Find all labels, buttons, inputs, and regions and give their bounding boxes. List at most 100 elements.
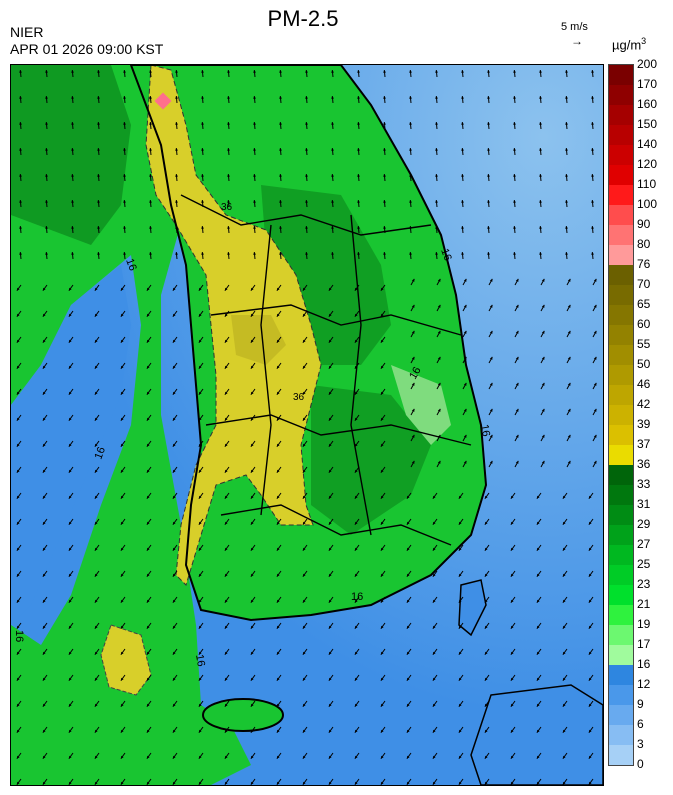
- wind-arrowhead-icon: [172, 599, 176, 603]
- wind-arrowhead-icon: [276, 417, 280, 421]
- wind-arrowhead-icon: [380, 521, 384, 525]
- wind-arrowhead-icon: [541, 408, 545, 412]
- wind-arrowhead-icon: [562, 599, 566, 603]
- wind-arrowhead-icon: [198, 417, 202, 421]
- wind-arrowhead-icon: [224, 365, 228, 369]
- wind-arrowhead-icon: [406, 755, 410, 759]
- wind-arrowhead-icon: [562, 547, 566, 551]
- wind-arrowhead-icon: [357, 200, 360, 203]
- pm25-map[interactable]: 16 16 16 16 16 16 16 16 36 36: [10, 64, 604, 786]
- wind-arrowhead-icon: [461, 96, 464, 99]
- wind-arrowhead-icon: [562, 651, 566, 655]
- wind-arrowhead-icon: [328, 781, 332, 785]
- wind-arrowhead-icon: [146, 573, 150, 577]
- wind-arrowhead-icon: [435, 174, 438, 177]
- wind-arrowhead-icon: [458, 495, 462, 499]
- wind-arrowhead-icon: [68, 599, 72, 603]
- wind-arrowhead-icon: [536, 599, 540, 603]
- wind-arrowhead-icon: [484, 625, 488, 629]
- wind-arrowhead-icon: [305, 174, 308, 177]
- wind-arrowhead-icon: [328, 417, 332, 421]
- forecast-timestamp: APR 01 2026 09:00 KST: [10, 41, 164, 57]
- wind-arrowhead-icon: [68, 781, 72, 785]
- wind-arrowhead-icon: [458, 599, 462, 603]
- colorbar-tick-label: 100: [637, 197, 658, 211]
- contour-label: 16: [351, 591, 363, 603]
- wind-arrowhead-icon: [354, 755, 358, 759]
- wind-arrowhead-icon: [227, 252, 230, 255]
- wind-arrowhead-icon: [45, 70, 48, 73]
- wind-arrowhead-icon: [227, 122, 230, 125]
- wind-arrowhead-icon: [68, 573, 72, 577]
- wind-arrowhead-icon: [276, 703, 280, 707]
- wind-arrowhead-icon: [565, 174, 568, 177]
- wind-arrowhead-icon: [432, 547, 436, 551]
- wind-arrowhead-icon: [149, 252, 152, 255]
- wind-arrowhead-icon: [484, 495, 488, 499]
- wind-arrowhead-icon: [224, 677, 228, 681]
- wind-arrowhead-icon: [253, 174, 256, 177]
- wind-arrowhead-icon: [302, 703, 306, 707]
- colorbar-swatch: [609, 325, 633, 345]
- wind-arrowhead-icon: [276, 547, 280, 551]
- wind-arrowhead-icon: [45, 226, 48, 229]
- wind-arrowhead-icon: [224, 313, 228, 317]
- colorbar-tick-label: 80: [637, 237, 651, 251]
- colorbar-swatch: [609, 405, 633, 425]
- wind-arrowhead-icon: [354, 625, 358, 629]
- wind-arrowhead-icon: [328, 625, 332, 629]
- wind-arrowhead-icon: [16, 625, 20, 629]
- wind-arrowhead-icon: [94, 287, 98, 291]
- wind-arrowhead-icon: [279, 226, 282, 229]
- wind-arrowhead-icon: [172, 495, 176, 499]
- colorbar-swatch: [609, 585, 633, 605]
- wind-arrowhead-icon: [97, 252, 100, 255]
- wind-arrowhead-icon: [510, 573, 514, 577]
- wind-arrowhead-icon: [201, 70, 204, 73]
- wind-arrowhead-icon: [146, 443, 150, 447]
- colorbar-swatch: [609, 345, 633, 365]
- wind-arrowhead-icon: [489, 382, 493, 386]
- wind-arrowhead-icon: [224, 521, 228, 525]
- wind-arrowhead-icon: [406, 729, 410, 733]
- wind-arrowhead-icon: [42, 521, 46, 525]
- wind-arrowhead-icon: [484, 573, 488, 577]
- wind-arrowhead-icon: [510, 729, 514, 733]
- wind-arrowhead-icon: [276, 469, 280, 473]
- wind-arrowhead-icon: [279, 96, 282, 99]
- wind-arrowhead-icon: [328, 313, 332, 317]
- wind-arrowhead-icon: [562, 521, 566, 525]
- wind-arrowhead-icon: [224, 625, 228, 629]
- colorbar-tick-label: 50: [637, 357, 651, 371]
- wind-arrowhead-icon: [461, 252, 464, 255]
- wind-arrowhead-icon: [198, 599, 202, 603]
- wind-arrowhead-icon: [250, 469, 254, 473]
- wind-arrowhead-icon: [120, 651, 124, 655]
- wind-arrowhead-icon: [593, 356, 597, 360]
- wind-arrowhead-icon: [42, 729, 46, 733]
- colorbar-swatch: [609, 165, 633, 185]
- wind-arrowhead-icon: [172, 521, 176, 525]
- wind-arrowhead-icon: [276, 729, 280, 733]
- wind-arrowhead-icon: [16, 443, 20, 447]
- wind-arrowhead-icon: [227, 200, 230, 203]
- wind-arrowhead-icon: [42, 417, 46, 421]
- wind-arrowhead-icon: [331, 122, 334, 125]
- wind-arrowhead-icon: [19, 148, 22, 151]
- colorbar-tick-label: 0: [637, 757, 644, 771]
- wind-arrowhead-icon: [19, 226, 22, 229]
- wind-arrowhead-icon: [94, 729, 98, 733]
- wind-arrowhead-icon: [175, 174, 178, 177]
- wind-arrowhead-icon: [201, 96, 204, 99]
- wind-arrowhead-icon: [588, 625, 592, 629]
- wind-arrowhead-icon: [250, 703, 254, 707]
- wind-arrowhead-icon: [541, 382, 545, 386]
- wind-arrowhead-icon: [201, 200, 204, 203]
- wind-arrowhead-icon: [250, 391, 254, 395]
- wind-arrowhead-icon: [489, 434, 493, 438]
- wind-arrowhead-icon: [276, 573, 280, 577]
- wind-arrowhead-icon: [458, 651, 462, 655]
- wind-arrowhead-icon: [411, 304, 415, 308]
- wind-arrowhead-icon: [94, 625, 98, 629]
- wind-arrowhead-icon: [279, 70, 282, 73]
